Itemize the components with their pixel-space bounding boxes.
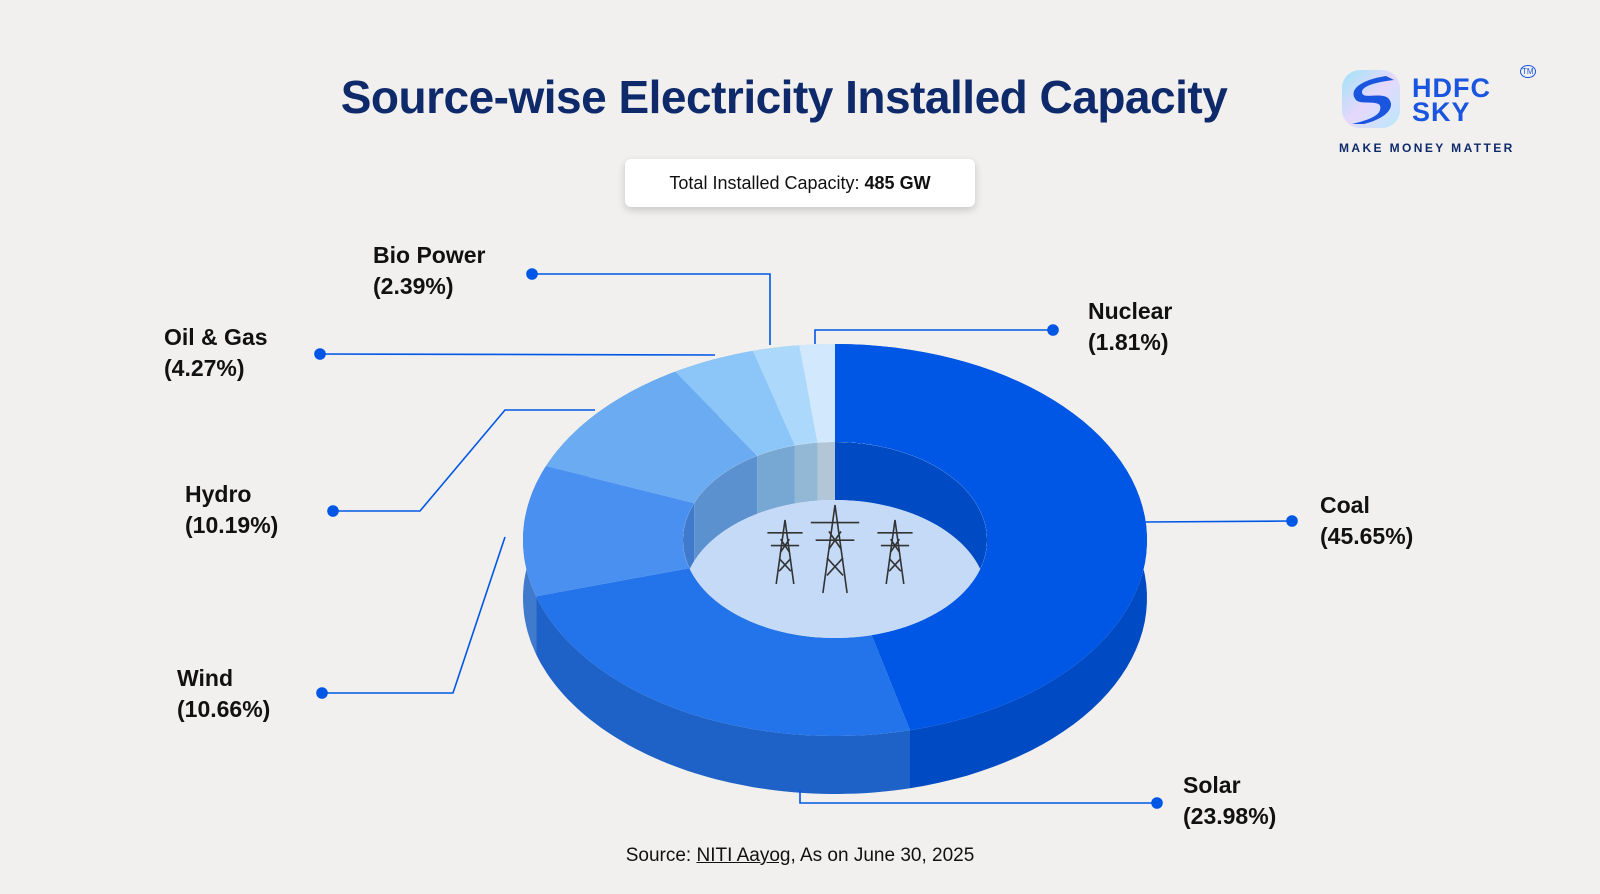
hdfc-sky-logo: HDFC SKY TM MAKE MONEY MATTER: [1339, 65, 1536, 158]
page-title: Source-wise Electricity Installed Capaci…: [340, 71, 1228, 123]
slice-inner-wall-oil-gas: [757, 445, 795, 514]
leader-line-coal: [1144, 520, 1293, 523]
total-capacity-box: Total Installed Capacity: 485 GW: [625, 159, 975, 207]
source-note: Source: NITI Aayog, As on June 30, 2025: [625, 845, 975, 866]
leader-dot-solar: [1151, 797, 1163, 809]
leader-dot-wind: [316, 687, 328, 699]
slice-inner-wall-nuclear: [817, 442, 835, 501]
leader-dot-coal: [1286, 515, 1298, 527]
tower-icon: [810, 504, 860, 594]
trademark-mark: TM: [1520, 65, 1536, 78]
label-coal: Coal (45.65%): [1320, 492, 1414, 549]
leader-line-solar: [799, 790, 1157, 804]
leader-line-bio-power: [532, 273, 771, 345]
transmission-towers-icon: [767, 504, 913, 594]
label-bio-power: Bio Power (2.39%): [373, 242, 486, 299]
total-capacity-value: 485 GW: [864, 172, 931, 193]
slice-hydro: [545, 371, 758, 504]
label-solar: Solar (23.98%): [1183, 772, 1277, 829]
slice-coal: [835, 344, 1147, 731]
donut-hole-floor: [683, 500, 987, 638]
leader-dot-nuclear: [1047, 324, 1059, 336]
leader-line-hydro: [333, 409, 595, 512]
leader-line-wind: [322, 536, 506, 694]
leader-line-oil-gas: [319, 353, 716, 356]
slice-inner-wall-hydro: [694, 455, 758, 562]
slice-inner-wall-bio-power: [794, 442, 818, 504]
label-wind: Wind (10.66%): [177, 665, 271, 722]
slice-side-solar: [536, 596, 910, 794]
leader-dot-bio-power: [526, 268, 538, 280]
source-link[interactable]: NITI Aayog: [696, 845, 791, 866]
logo-icon: [1342, 70, 1400, 128]
leader-dot-oil-gas: [314, 348, 326, 360]
slice-solar: [536, 568, 910, 736]
slice-oil-gas: [675, 350, 795, 456]
total-capacity-label: Total Installed Capacity:: [669, 172, 860, 193]
slice-bio-power: [752, 345, 818, 446]
label-nuclear: Nuclear (1.81%): [1088, 298, 1173, 355]
logo-wordmark: HDFC SKY: [1412, 73, 1491, 127]
label-hydro: Hydro (10.19%): [185, 481, 279, 538]
slice-wind: [523, 466, 695, 597]
slice-nuclear: [799, 344, 835, 443]
label-oil-gas: Oil & Gas (4.27%): [164, 324, 268, 381]
logo-tagline: MAKE MONEY MATTER: [1339, 141, 1515, 155]
tower-icon: [877, 519, 913, 585]
tower-icon: [767, 519, 803, 585]
leader-line-nuclear: [814, 329, 1053, 344]
leader-dot-hydro: [327, 505, 339, 517]
